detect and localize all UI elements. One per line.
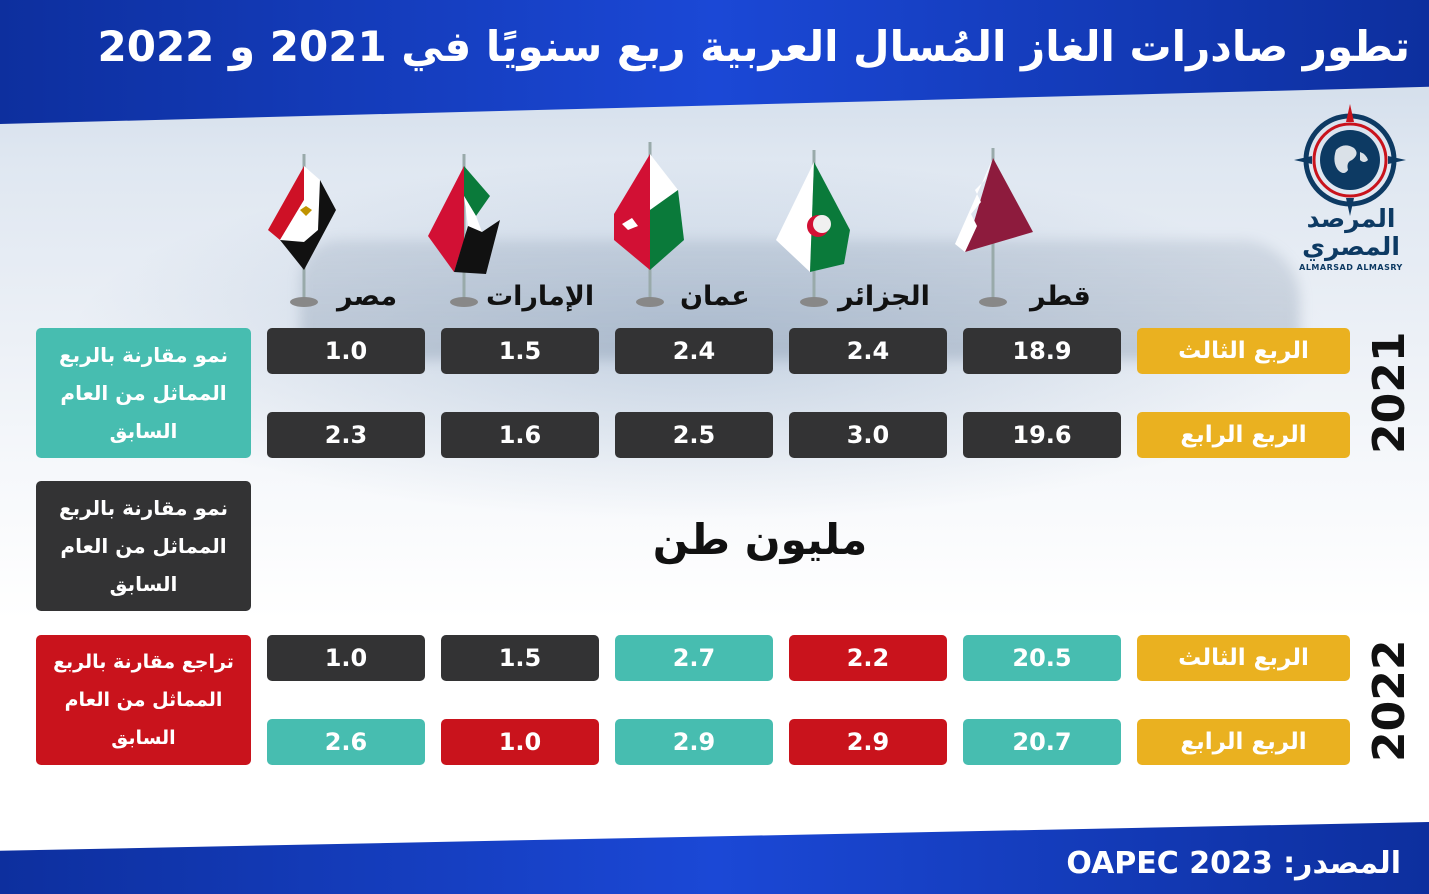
value-cell-2022-q4-oman: 2.9 xyxy=(615,719,773,765)
almarsad-logo-icon xyxy=(1294,104,1406,216)
country-uae: الإمارات xyxy=(486,281,595,312)
value-cell-2022-q3-algeria: 2.2 xyxy=(789,635,947,681)
legend-growth-teal: نمو مقارنة بالربع المماثل من العام الساب… xyxy=(36,328,251,458)
value-cell-2021-q3-uae: 1.5 xyxy=(441,328,599,374)
country-oman: عمان xyxy=(680,281,750,312)
country-algeria: الجزائر xyxy=(838,281,930,312)
value-cell-2022-q3-egypt: 1.0 xyxy=(267,635,425,681)
value-cell-2022-q3-qatar: 20.5 xyxy=(963,635,1121,681)
value-cell-2022-q3-oman: 2.7 xyxy=(615,635,773,681)
legend-decline-red: تراجع مقارنة بالربع المماثل من العام الس… xyxy=(36,635,251,765)
source-label: المصدر: OAPEC 2023 xyxy=(1066,846,1401,881)
value-cell-2022-q3-uae: 1.5 xyxy=(441,635,599,681)
algeria-flag-icon xyxy=(776,150,850,307)
value-cell-2022-q4-egypt: 2.6 xyxy=(267,719,425,765)
country-qatar: قطر xyxy=(1030,281,1091,312)
page-title: تطور صادرات الغاز المُسال العربية ربع سن… xyxy=(97,22,1410,71)
logo-line-1: المرصد xyxy=(1306,204,1396,233)
value-cell-2021-q3-oman: 2.4 xyxy=(615,328,773,374)
value-cell-2022-q4-algeria: 2.9 xyxy=(789,719,947,765)
country-egypt: مصر xyxy=(337,281,398,312)
value-cell-2021-q3-algeria: 2.4 xyxy=(789,328,947,374)
value-cell-2021-q4-egypt: 2.3 xyxy=(267,412,425,458)
value-cell-2021-q3-qatar: 18.9 xyxy=(963,328,1121,374)
logo-line-2: المصري xyxy=(1302,232,1400,261)
year-2022-label: 2022 xyxy=(1364,639,1415,763)
logo-text: المرصد المصري ALMARSAD ALMASRY xyxy=(1286,204,1416,273)
quarter-label-2021-q3: الربع الثالث xyxy=(1137,328,1350,374)
logo-english: ALMARSAD ALMASRY xyxy=(1299,263,1403,272)
oman-flag-icon xyxy=(614,142,684,307)
value-cell-2021-q3-egypt: 1.0 xyxy=(267,328,425,374)
quarter-label-2021-q4: الربع الرابع xyxy=(1137,412,1350,458)
quarter-label-2022-q3: الربع الثالث xyxy=(1137,635,1350,681)
legend-growth-dark: نمو مقارنة بالربع المماثل من العام الساب… xyxy=(36,481,251,611)
value-cell-2021-q4-qatar: 19.6 xyxy=(963,412,1121,458)
value-cell-2022-q4-qatar: 20.7 xyxy=(963,719,1121,765)
quarter-label-2022-q4: الربع الرابع xyxy=(1137,719,1350,765)
unit-label: مليون طن xyxy=(652,515,868,564)
value-cell-2021-q4-uae: 1.6 xyxy=(441,412,599,458)
qatar-flag-icon xyxy=(955,148,1033,307)
egypt-flag-icon xyxy=(268,154,336,307)
value-cell-2022-q4-uae: 1.0 xyxy=(441,719,599,765)
uae-flag-icon xyxy=(428,154,500,307)
value-cell-2021-q4-algeria: 3.0 xyxy=(789,412,947,458)
value-cell-2021-q4-oman: 2.5 xyxy=(615,412,773,458)
year-2021-label: 2021 xyxy=(1364,331,1415,455)
